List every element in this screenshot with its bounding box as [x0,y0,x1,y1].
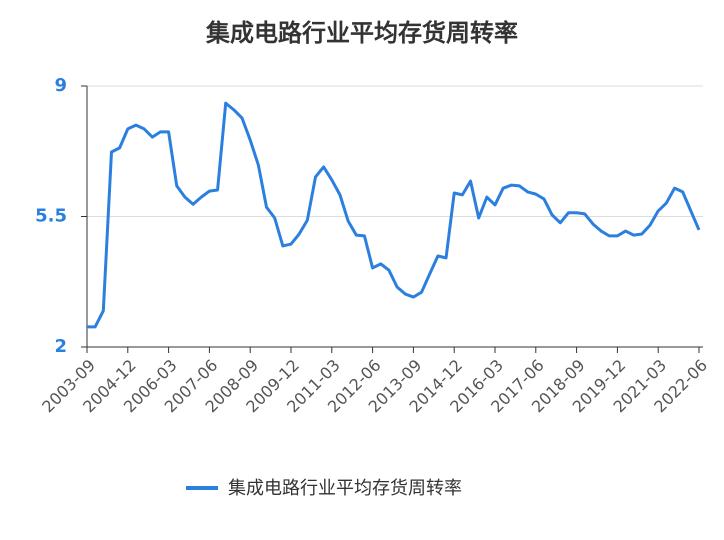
line [87,101,701,329]
y-tick-label: 5.5 [35,206,67,227]
y-tick-label: 9 [54,75,67,96]
chart-title: 集成电路行业平均存货周转率 [205,19,518,47]
legend-label: 集成电路行业平均存货周转率 [228,478,462,499]
y-tick-label: 2 [54,336,67,357]
legend: 集成电路行业平均存货周转率 [186,478,462,499]
